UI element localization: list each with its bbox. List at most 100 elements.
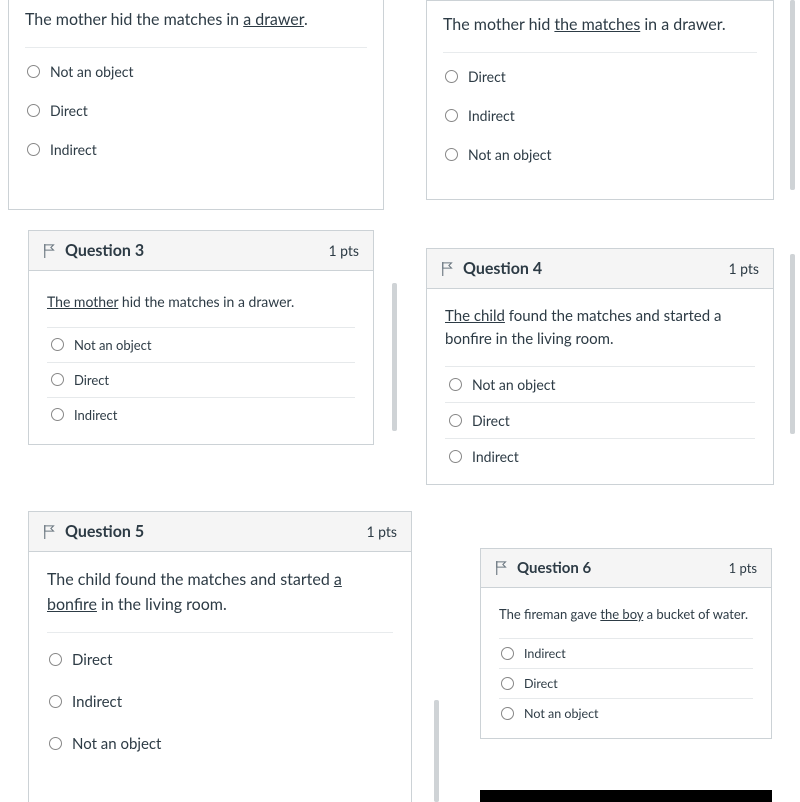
radio-icon[interactable] bbox=[449, 450, 462, 463]
option-row[interactable]: Direct bbox=[499, 668, 753, 698]
question-body: The fireman gave the boy a bucket of wat… bbox=[481, 588, 771, 738]
option-label: Not an object bbox=[50, 63, 133, 80]
question-sentence: The child found the matches and started … bbox=[47, 568, 393, 618]
question-sentence: The mother hid the matches in a drawer. bbox=[47, 291, 355, 313]
question-sentence: The mother hid the matches in a drawer. bbox=[25, 8, 367, 33]
sentence-underlined: The mother bbox=[47, 293, 118, 310]
sentence-pre: The fireman gave bbox=[499, 606, 600, 622]
question-card-1-partial: The mother hid the matches in a drawer. … bbox=[8, 0, 384, 210]
radio-icon[interactable] bbox=[445, 70, 458, 83]
radio-icon[interactable] bbox=[445, 148, 458, 161]
question-body: The child found the matches and started … bbox=[29, 552, 411, 775]
flag-icon[interactable] bbox=[441, 261, 455, 277]
option-row[interactable]: Indirect bbox=[25, 130, 367, 169]
sentence-post: . bbox=[304, 10, 308, 29]
option-label: Indirect bbox=[74, 407, 117, 423]
radio-icon[interactable] bbox=[449, 414, 462, 427]
question-points: 1 pts bbox=[366, 523, 397, 540]
flag-icon[interactable] bbox=[495, 560, 509, 576]
question-sentence: The fireman gave the boy a bucket of wat… bbox=[499, 604, 753, 624]
radio-icon[interactable] bbox=[51, 373, 64, 386]
sentence-underlined: a drawer bbox=[243, 10, 304, 29]
divider bbox=[25, 47, 367, 48]
option-row[interactable]: Indirect bbox=[443, 96, 757, 135]
question-header: Question 5 1 pts bbox=[29, 512, 411, 552]
flag-icon[interactable] bbox=[43, 524, 57, 540]
question-card-6: Question 6 1 pts The fireman gave the bo… bbox=[480, 548, 772, 739]
sentence-post: in a drawer. bbox=[640, 15, 725, 34]
question-card-3: Question 3 1 pts The mother hid the matc… bbox=[28, 230, 374, 445]
question-card-4: Question 4 1 pts The child found the mat… bbox=[426, 248, 774, 485]
radio-icon[interactable] bbox=[27, 104, 40, 117]
option-label: Direct bbox=[50, 102, 88, 119]
option-label: Direct bbox=[524, 676, 558, 691]
sentence-underlined: The child bbox=[445, 307, 505, 325]
radio-icon[interactable] bbox=[445, 109, 458, 122]
question-header: Question 6 1 pts bbox=[481, 549, 771, 588]
option-row[interactable]: Direct bbox=[443, 57, 757, 96]
option-label: Indirect bbox=[524, 646, 566, 661]
option-row[interactable]: Direct bbox=[47, 362, 355, 397]
scrollbar-segment bbox=[790, 0, 795, 190]
option-label: Direct bbox=[472, 412, 510, 429]
question-points: 1 pts bbox=[729, 560, 757, 576]
option-label: Direct bbox=[72, 651, 112, 669]
option-label: Indirect bbox=[472, 448, 519, 465]
divider bbox=[443, 52, 757, 53]
option-row[interactable]: Not an object bbox=[445, 366, 755, 402]
radio-icon[interactable] bbox=[51, 408, 64, 421]
radio-icon[interactable] bbox=[51, 338, 64, 351]
option-label: Not an object bbox=[74, 337, 152, 353]
option-label: Not an object bbox=[72, 735, 161, 753]
radio-icon[interactable] bbox=[27, 65, 40, 78]
radio-icon[interactable] bbox=[449, 378, 462, 391]
question-body: The mother hid the matches in a drawer. … bbox=[29, 271, 373, 444]
option-label: Indirect bbox=[468, 107, 515, 124]
question-points: 1 pts bbox=[728, 260, 759, 277]
radio-icon[interactable] bbox=[27, 143, 40, 156]
blackbar bbox=[480, 790, 772, 802]
flag-icon[interactable] bbox=[43, 243, 57, 259]
option-row[interactable]: Indirect bbox=[47, 681, 393, 723]
option-label: Not an object bbox=[468, 146, 551, 163]
option-row[interactable]: Not an object bbox=[25, 52, 367, 91]
scrollbar-segment bbox=[790, 254, 795, 434]
question-points: 1 pts bbox=[328, 242, 359, 259]
option-list: Indirect Direct Not an object bbox=[499, 638, 753, 728]
option-row[interactable]: Not an object bbox=[47, 327, 355, 362]
option-row[interactable]: Not an object bbox=[499, 698, 753, 728]
question-body: The child found the matches and started … bbox=[427, 289, 773, 484]
sentence-underlined: the boy bbox=[600, 606, 643, 622]
option-row[interactable]: Indirect bbox=[47, 397, 355, 432]
option-row[interactable]: Direct bbox=[25, 91, 367, 130]
radio-icon[interactable] bbox=[49, 695, 62, 708]
option-row[interactable]: Direct bbox=[47, 639, 393, 681]
question-title: Question 3 bbox=[65, 241, 144, 260]
quiz-canvas: The mother hid the matches in a drawer. … bbox=[0, 0, 800, 802]
option-list: Not an object Direct Indirect bbox=[47, 327, 355, 432]
question-header: Question 3 1 pts bbox=[29, 231, 373, 271]
radio-icon[interactable] bbox=[49, 653, 62, 666]
sentence-pre: The child found the matches and started bbox=[47, 570, 334, 589]
sentence-underlined: the matches bbox=[554, 15, 640, 34]
option-label: Direct bbox=[74, 372, 109, 388]
option-label: Indirect bbox=[72, 693, 122, 711]
option-label: Not an object bbox=[472, 376, 555, 393]
radio-icon[interactable] bbox=[49, 737, 62, 750]
question-title: Question 6 bbox=[517, 559, 591, 577]
option-row[interactable]: Indirect bbox=[499, 638, 753, 668]
sentence-pre: The mother hid the matches in bbox=[25, 10, 243, 29]
option-label: Direct bbox=[468, 68, 506, 85]
question-sentence: The mother hid the matches in a drawer. bbox=[443, 13, 757, 38]
question-title: Question 4 bbox=[463, 259, 542, 278]
option-row[interactable]: Not an object bbox=[47, 723, 393, 765]
radio-icon[interactable] bbox=[501, 647, 514, 660]
radio-icon[interactable] bbox=[501, 677, 514, 690]
option-row[interactable]: Direct bbox=[445, 402, 755, 438]
option-list: Not an object Direct Indirect bbox=[445, 366, 755, 474]
sentence-post: hid the matches in a drawer. bbox=[118, 293, 294, 310]
radio-icon[interactable] bbox=[501, 707, 514, 720]
option-row[interactable]: Not an object bbox=[443, 135, 757, 174]
option-row[interactable]: Indirect bbox=[445, 438, 755, 474]
divider bbox=[47, 632, 393, 633]
